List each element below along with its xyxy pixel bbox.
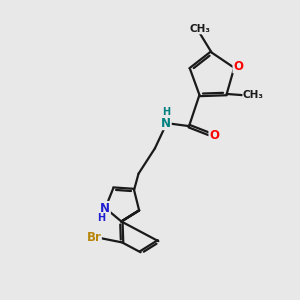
Text: H: H (162, 107, 170, 117)
Text: H: H (97, 213, 105, 224)
Text: O: O (209, 129, 219, 142)
Text: N: N (100, 202, 110, 214)
Text: CH₃: CH₃ (243, 90, 264, 100)
Text: N: N (161, 117, 171, 130)
Text: O: O (233, 60, 243, 73)
Text: Br: Br (86, 232, 101, 244)
Text: CH₃: CH₃ (190, 24, 211, 34)
